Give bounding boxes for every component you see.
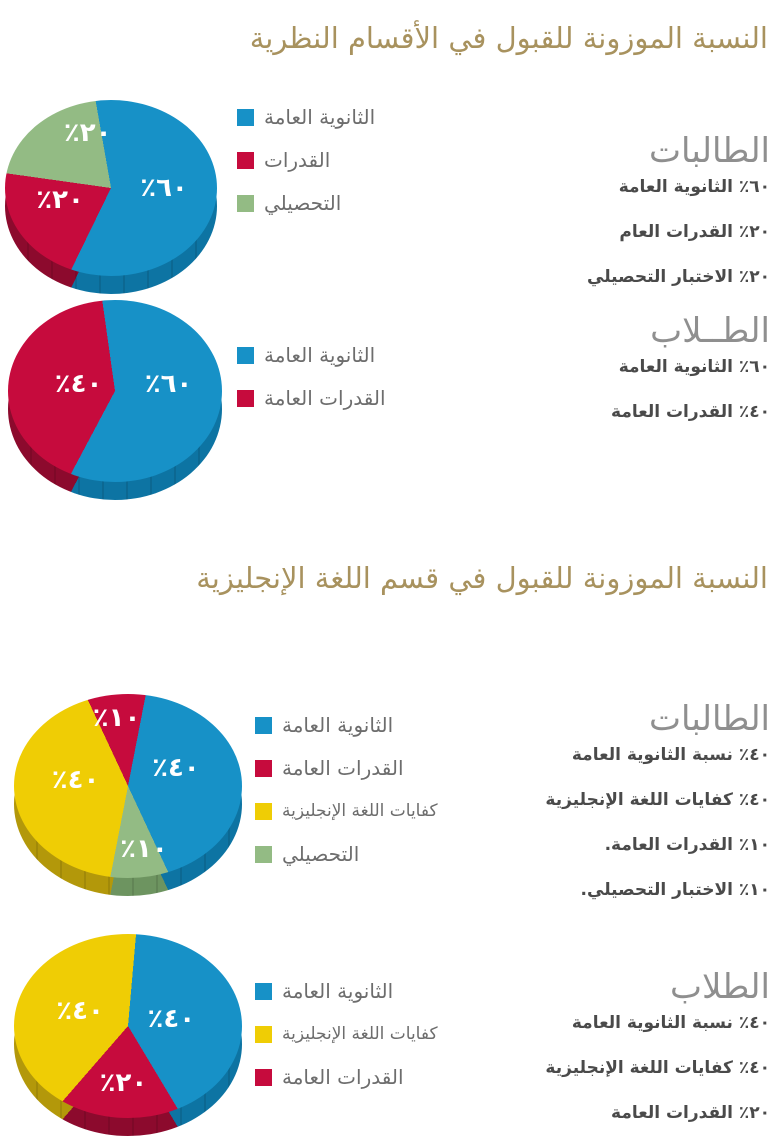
legend-item: القدرات العامة xyxy=(255,755,438,781)
legend-item: الثانوية العامة xyxy=(255,978,438,1004)
panel-heading: الطلاب xyxy=(670,967,770,1007)
pie-chart-boys-theoretical: ٦٠٪ ٤٠٪ xyxy=(8,300,222,500)
pie-face xyxy=(14,934,242,1118)
panel-heading: الطالبات xyxy=(648,131,770,171)
legend-girls-english: الثانوية العامة القدرات العامة كفايات ال… xyxy=(255,712,438,884)
section-title-theoretical: النسبة الموزونة للقبول في الأقسام النظري… xyxy=(249,21,768,55)
legend-label: القدرات العامة xyxy=(264,386,386,410)
pie-slice-label: ١٠٪ xyxy=(92,702,141,733)
panel-boys-theoretical: الطــلاب ٦٠٪ الثانوية العامة ٤٠٪ القدرات… xyxy=(611,310,770,448)
legend-label: الثانوية العامة xyxy=(264,105,376,129)
legend-swatch-icon xyxy=(255,759,272,777)
panel-boys-english: الطلاب ٤٠٪ نسبة الثانوية العامة ٤٠٪ كفاي… xyxy=(545,966,770,1140)
pie-slice-label: ٢٠٪ xyxy=(99,1068,148,1099)
legend-item: الثانوية العامة xyxy=(237,104,375,130)
pie-slice-label: ١٠٪ xyxy=(120,833,168,864)
legend-item: الثانوية العامة xyxy=(255,712,438,738)
pie-face xyxy=(8,300,222,482)
pie-slice-label: ٤٠٪ xyxy=(51,765,100,796)
legend-label: كفايات اللغة الإنجليزية xyxy=(282,1024,438,1044)
panel-line: ٢٠٪ القدرات العام xyxy=(619,222,770,242)
legend-label: التحصيلي xyxy=(282,842,360,866)
panel-heading: الطــلاب xyxy=(650,311,770,351)
legend-swatch-icon xyxy=(255,845,272,863)
legend-swatch-icon xyxy=(255,982,272,1000)
panel-line: ٦٠٪ الثانوية العامة xyxy=(618,357,770,377)
pie-slice-label: ٦٠٪ xyxy=(144,368,193,399)
pie-face xyxy=(14,694,242,878)
legend-item: التحصيلي xyxy=(255,841,438,867)
legend-swatch-icon xyxy=(237,194,254,212)
panel-line: ٤٠٪ كفايات اللغة الإنجليزية xyxy=(545,790,770,810)
pie-chart-girls-theoretical: ٦٠٪ ٢٠٪ ٢٠٪ xyxy=(5,100,217,294)
pie-slice-label: ٢٠٪ xyxy=(36,185,84,216)
legend-boys-theoretical: الثانوية العامة القدرات العامة xyxy=(237,342,386,428)
legend-label: كفايات اللغة الإنجليزية xyxy=(282,801,438,821)
legend-swatch-icon xyxy=(255,802,272,820)
pie-slice-label: ٦٠٪ xyxy=(140,173,188,203)
legend-swatch-icon xyxy=(237,346,254,364)
section-title-english: النسبة الموزونة للقبول في قسم اللغة الإن… xyxy=(196,561,768,595)
legend-boys-english: الثانوية العامة كفايات اللغة الإنجليزية … xyxy=(255,978,438,1107)
pie-chart-boys-english: ٤٠٪ ٤٠٪ ٢٠٪ xyxy=(14,934,242,1136)
panel-line: ٢٠٪ الاختبار التحصيلي xyxy=(587,267,770,287)
legend-swatch-icon xyxy=(255,1025,272,1043)
panel-line: ٤٠٪ كفايات اللغة الإنجليزية xyxy=(545,1058,770,1078)
panel-line: ١٠٪ القدرات العامة. xyxy=(604,835,770,855)
legend-label: القدرات العامة xyxy=(282,1065,404,1089)
panel-line: ١٠٪ الاختبار التحصيلي. xyxy=(580,880,770,900)
legend-label: القدرات xyxy=(264,148,331,172)
legend-girls-theoretical: الثانوية العامة القدرات التحصيلي xyxy=(237,104,375,233)
pie-slice-label: ٢٠٪ xyxy=(63,118,112,149)
legend-swatch-icon xyxy=(237,151,254,169)
pie-face xyxy=(5,100,217,276)
panel-line: ٤٠٪ القدرات العامة xyxy=(611,402,770,422)
legend-item: القدرات العامة xyxy=(237,385,386,411)
pie-chart-girls-english: ٤٠٪ ١٠٪ ٤٠٪ ١٠٪ xyxy=(14,694,242,896)
legend-item: الثانوية العامة xyxy=(237,342,386,368)
legend-label: التحصيلي xyxy=(264,191,342,215)
legend-swatch-icon xyxy=(255,1068,272,1086)
panel-line: ٤٠٪ نسبة الثانوية العامة xyxy=(571,745,770,765)
panel-girls-theoretical: الطالبات ٦٠٪ الثانوية العامة ٢٠٪ القدرات… xyxy=(587,130,770,313)
panel-line: ٦٠٪ الثانوية العامة xyxy=(618,177,770,197)
legend-label: القدرات العامة xyxy=(282,756,404,780)
legend-item: القدرات العامة xyxy=(255,1064,438,1090)
legend-label: الثانوية العامة xyxy=(282,713,394,737)
legend-swatch-icon xyxy=(237,108,254,126)
legend-item: القدرات xyxy=(237,147,375,173)
legend-item: كفايات اللغة الإنجليزية xyxy=(255,1021,438,1047)
legend-swatch-icon xyxy=(255,716,272,734)
panel-line: ٢٠٪ القدرات العامة xyxy=(611,1103,770,1123)
panel-line: ٤٠٪ نسبة الثانوية العامة xyxy=(571,1013,770,1033)
legend-item: كفايات اللغة الإنجليزية xyxy=(255,798,438,824)
pie-slice-label: ٤٠٪ xyxy=(54,368,103,399)
panel-heading: الطالبات xyxy=(648,699,770,739)
legend-label: الثانوية العامة xyxy=(264,343,376,367)
pie-slice-label: ٤٠٪ xyxy=(56,996,104,1027)
panel-girls-english: الطالبات ٤٠٪ نسبة الثانوية العامة ٤٠٪ كف… xyxy=(545,698,770,926)
legend-item: التحصيلي xyxy=(237,190,375,216)
pie-slice-label: ٤٠٪ xyxy=(152,752,200,783)
pie-slice-label: ٤٠٪ xyxy=(147,1003,196,1034)
legend-label: الثانوية العامة xyxy=(282,979,394,1003)
legend-swatch-icon xyxy=(237,389,254,407)
